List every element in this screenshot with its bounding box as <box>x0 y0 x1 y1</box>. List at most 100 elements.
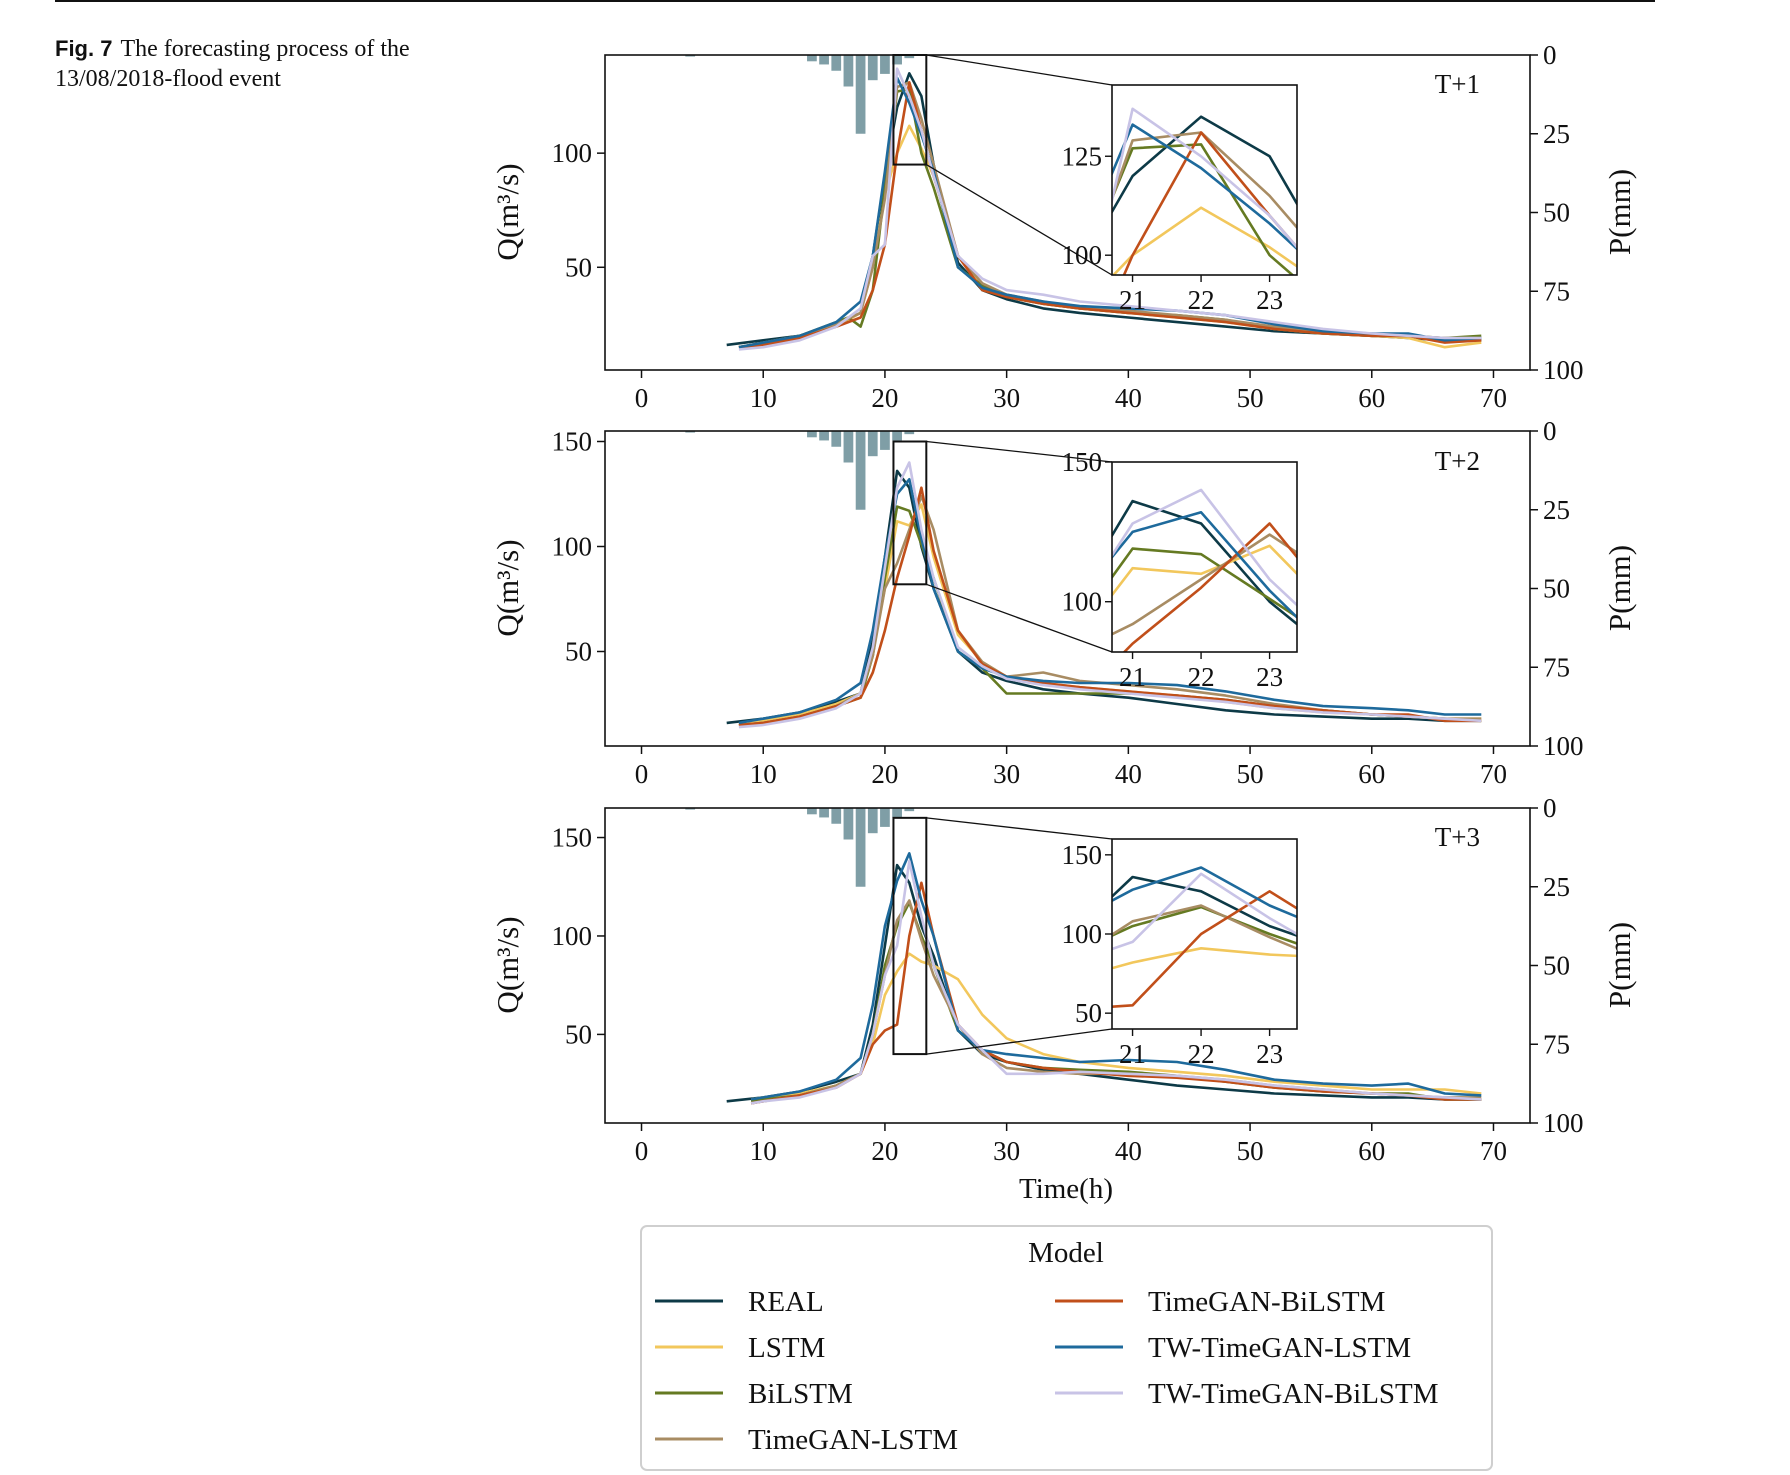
legend-label: TimeGAN-LSTM <box>748 1424 958 1456</box>
plot-frame <box>604 54 1531 371</box>
x-tick-label: 40 <box>1115 759 1142 789</box>
x-tick-label: 10 <box>750 1136 777 1166</box>
inset-x-tick-label: 21 <box>1119 285 1146 315</box>
figure-caption: Fig. 7 The forecasting process of the 13/… <box>55 34 475 94</box>
rain-bar <box>807 431 817 438</box>
legend-item-timegan-lstm: TimeGAN-LSTM <box>655 1424 958 1456</box>
rain-tick-label: 75 <box>1543 652 1570 682</box>
series-line-timegan-bilstm <box>738 81 1482 349</box>
x-tick-label: 30 <box>993 1136 1020 1166</box>
y-tick-label: 150 <box>552 823 593 853</box>
rain-tick-label: 100 <box>1543 731 1584 761</box>
legend-entries: REAL LSTM BiLSTM TimeGAN-LSTM TimeGAN-BiLSTM… <box>655 1286 1439 1456</box>
series-line-tw-timegan-lstm <box>738 76 1482 349</box>
rain-tick-label: 25 <box>1543 119 1570 149</box>
zoom-connector <box>926 817 1113 840</box>
series-line-tw-timegan-bilstm <box>750 859 1482 1105</box>
y-tick-label: 100 <box>552 921 593 951</box>
zoom-connector <box>926 1028 1113 1055</box>
rain-bar <box>819 431 829 441</box>
inset-x-tick-label: 21 <box>1119 1039 1146 1069</box>
rain-bars <box>685 431 915 510</box>
inset: 21 22 23 50 100 150 <box>1062 838 1298 1069</box>
inset: 21 22 23 100 150 <box>1062 447 1298 692</box>
series-lines <box>726 851 1482 1105</box>
inset-y-tick-label: 100 <box>1062 587 1103 617</box>
x-tick-label: 20 <box>871 759 898 789</box>
rain-tick-label: 75 <box>1543 1029 1570 1059</box>
legend-label: LSTM <box>748 1332 825 1364</box>
series-line-lstm <box>738 124 1482 349</box>
rain-bar <box>867 431 878 457</box>
x-axis: 0 10 20 30 40 50 60 70 <box>635 370 1507 413</box>
rain-bars <box>685 808 915 887</box>
y-tick-label: 50 <box>565 252 592 282</box>
rain-bar <box>904 55 915 59</box>
rain-bar <box>831 431 842 447</box>
panel-t3: 0 10 20 30 40 50 60 70 50 100 150 0 25 50 75 100 Q(m³… <box>490 793 1637 1166</box>
legend-label: TW-TimeGAN-LSTM <box>1148 1332 1411 1364</box>
series-line-tw-timegan-lstm <box>738 477 1482 725</box>
inset-y-tick-label: 50 <box>1075 998 1102 1028</box>
x-tick-label: 30 <box>993 383 1020 413</box>
rain-bar <box>843 431 854 463</box>
inset-y-tick-label: 100 <box>1062 240 1103 270</box>
rain-bars <box>685 55 915 134</box>
x-tick-label: 20 <box>871 383 898 413</box>
x-tick-label: 70 <box>1480 1136 1507 1166</box>
figure-caption-text: The forecasting process of the 13/08/201… <box>55 36 410 92</box>
inset-x-tick-label: 22 <box>1188 662 1215 692</box>
y-tick-label: 50 <box>565 1019 592 1049</box>
zoom-connector <box>925 164 1113 276</box>
rain-bar <box>892 431 902 441</box>
inset-x-tick-label: 23 <box>1256 1039 1283 1069</box>
series-line-timegan-bilstm <box>738 486 1482 727</box>
y-axis-right: 0 25 50 75 100 <box>1530 416 1584 761</box>
y-axis-left: 50 100 150 <box>552 427 605 667</box>
rain-bar <box>904 431 915 435</box>
series-lines <box>726 67 1482 351</box>
x-tick-label: 10 <box>750 383 777 413</box>
rain-bar <box>831 808 842 824</box>
x-tick-label: 60 <box>1358 759 1385 789</box>
x-tick-label: 70 <box>1480 383 1507 413</box>
inset-x-axis: 21 22 23 <box>1119 1029 1283 1069</box>
legend-label: REAL <box>748 1286 824 1318</box>
rain-bar <box>831 55 842 71</box>
rain-bar <box>855 55 866 134</box>
inset-y-tick-label: 100 <box>1062 919 1103 949</box>
inset: 21 22 23 100 125 <box>1062 84 1298 315</box>
legend: Model REAL LSTM BiLSTM TimeGAN-LSTM TimeGAN-… <box>640 1225 1493 1471</box>
legend-item-tw-timegan-bilstm: TW-TimeGAN-BiLSTM <box>1055 1378 1439 1410</box>
zoom-connector <box>926 54 1113 86</box>
x-tick-label: 60 <box>1358 1136 1385 1166</box>
rain-bar <box>867 55 878 81</box>
x-tick-label: 50 <box>1237 383 1264 413</box>
y-axis-label: Q(m³/s) <box>490 163 525 260</box>
inset-y-axis: 50 100 150 <box>1062 840 1112 1028</box>
y-tick-label: 100 <box>552 138 593 168</box>
rain-bar <box>843 55 854 87</box>
y-axis-label: Q(m³/s) <box>490 539 525 636</box>
x-axis: 0 10 20 30 40 50 60 70 <box>635 746 1507 789</box>
x-tick-label: 30 <box>993 759 1020 789</box>
rain-bar <box>855 808 866 887</box>
zoom-box <box>892 54 1113 276</box>
inset-frame <box>1111 461 1298 653</box>
panel-label: T+2 <box>1435 446 1480 476</box>
zoom-connector <box>926 583 1113 653</box>
rain-bar <box>880 55 890 74</box>
x-axis-label: Time(h) <box>1019 1173 1113 1205</box>
x-tick-label: 0 <box>635 759 649 789</box>
x-tick-label: 50 <box>1237 759 1264 789</box>
y-tick-label: 150 <box>552 427 593 457</box>
inset-x-axis: 21 22 23 <box>1119 275 1283 315</box>
rain-bar <box>807 55 817 62</box>
rain-bar <box>867 808 878 834</box>
x-axis: 0 10 20 30 40 50 60 70 <box>635 1123 1507 1166</box>
y-axis-left: 50 100 150 <box>552 823 605 1049</box>
rain-bar <box>880 808 890 827</box>
zoom-rect <box>892 54 928 166</box>
legend-item-timegan-bilstm: TimeGAN-BiLSTM <box>1055 1286 1385 1318</box>
